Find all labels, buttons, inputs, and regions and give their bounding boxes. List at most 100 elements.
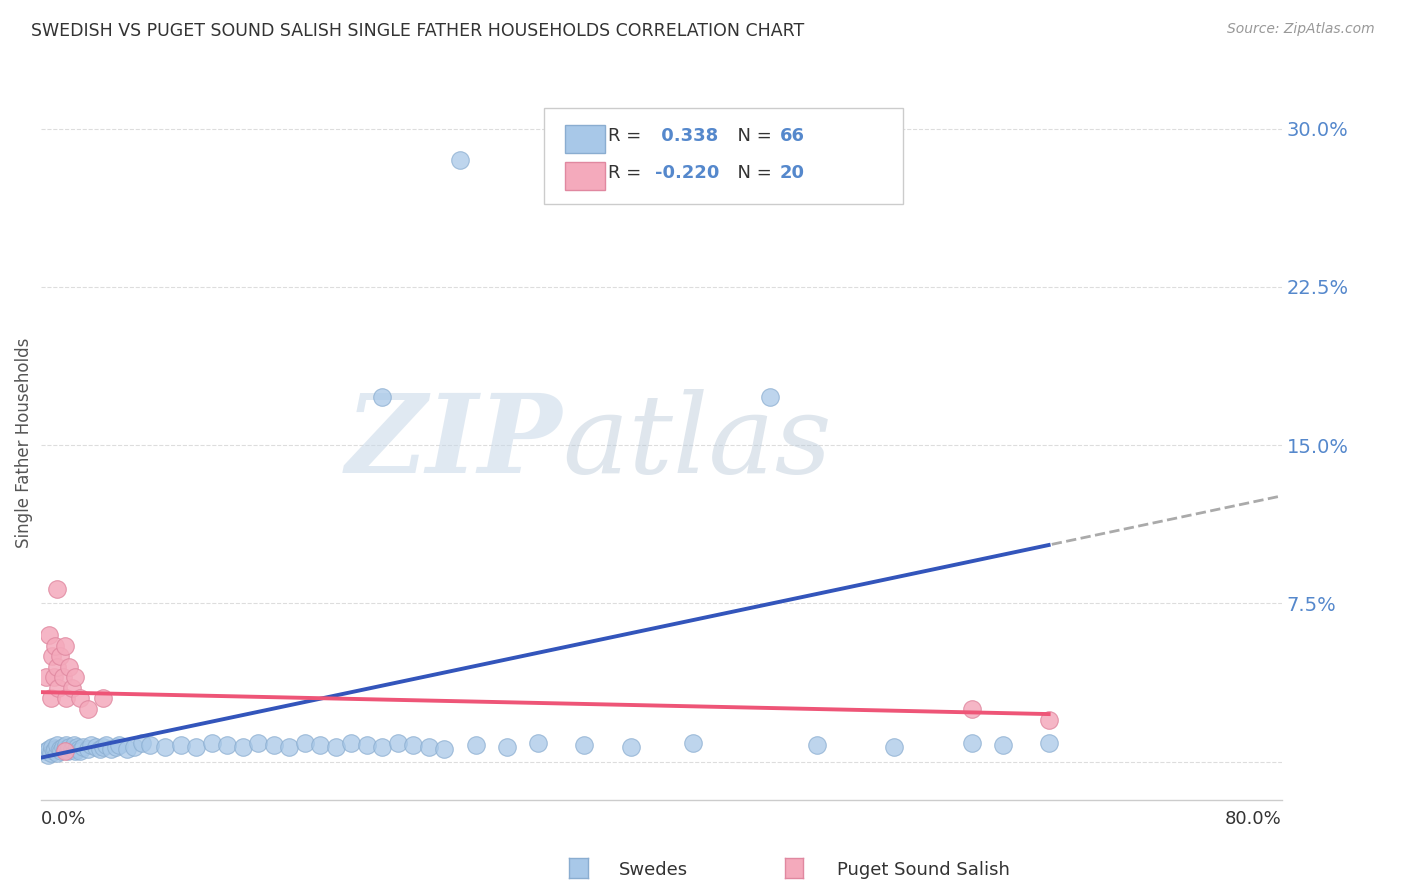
Point: [682, 736, 704, 750]
Point: [89, 742, 111, 756]
Point: [371, 390, 394, 404]
Point: [58, 739, 80, 754]
Point: [572, 738, 595, 752]
Text: R =: R =: [609, 128, 647, 145]
Point: [60, 742, 83, 756]
Point: [45, 582, 67, 596]
Point: [433, 742, 456, 756]
Point: [45, 747, 67, 761]
Point: [263, 738, 285, 752]
Point: [883, 739, 905, 754]
Point: [42, 744, 65, 758]
FancyBboxPatch shape: [565, 162, 605, 190]
Point: [39, 747, 62, 761]
Text: R =: R =: [609, 164, 647, 182]
Point: [44, 742, 66, 756]
Point: [76, 742, 98, 756]
Point: [526, 736, 548, 750]
Point: [325, 739, 347, 754]
Point: [495, 739, 517, 754]
Point: [960, 702, 983, 716]
Point: [186, 739, 208, 754]
Point: [201, 736, 224, 750]
Point: [53, 639, 76, 653]
Point: [41, 649, 63, 664]
Point: [41, 739, 63, 754]
Point: [44, 639, 66, 653]
Point: [104, 739, 127, 754]
Point: [278, 739, 301, 754]
Point: [60, 681, 83, 695]
Text: 0.0%: 0.0%: [41, 810, 87, 829]
Point: [39, 691, 62, 706]
Y-axis label: Single Father Households: Single Father Households: [15, 338, 32, 549]
Point: [42, 670, 65, 684]
Point: [65, 670, 87, 684]
Point: [66, 739, 89, 754]
Point: [1038, 713, 1060, 727]
Point: [387, 736, 409, 750]
Point: [52, 739, 75, 754]
Point: [108, 738, 131, 752]
Point: [76, 702, 98, 716]
Point: [1038, 736, 1060, 750]
Text: N =: N =: [725, 164, 778, 182]
Point: [340, 736, 363, 750]
Text: 0.338: 0.338: [655, 128, 718, 145]
Point: [38, 628, 60, 642]
Text: N =: N =: [725, 128, 778, 145]
Text: SWEDISH VS PUGET SOUND SALISH SINGLE FATHER HOUSEHOLDS CORRELATION CHART: SWEDISH VS PUGET SOUND SALISH SINGLE FAT…: [31, 22, 804, 40]
Text: 80.0%: 80.0%: [1225, 810, 1282, 829]
Point: [418, 739, 440, 754]
Text: Swedes: Swedes: [619, 861, 688, 879]
Text: atlas: atlas: [562, 389, 832, 497]
Point: [155, 739, 177, 754]
Point: [37, 748, 59, 763]
Point: [294, 736, 316, 750]
Point: [53, 744, 76, 758]
Point: [53, 742, 76, 756]
Point: [65, 744, 87, 758]
Text: 66: 66: [779, 128, 804, 145]
Point: [80, 738, 103, 752]
Point: [45, 738, 67, 752]
Point: [35, 744, 58, 758]
Point: [55, 691, 77, 706]
Text: Source: ZipAtlas.com: Source: ZipAtlas.com: [1227, 22, 1375, 37]
Point: [93, 739, 115, 754]
Point: [51, 744, 73, 758]
Point: [449, 153, 471, 168]
Point: [93, 691, 115, 706]
Point: [52, 670, 75, 684]
Point: [72, 739, 94, 754]
Point: [131, 736, 153, 750]
Point: [45, 660, 67, 674]
Point: [55, 738, 77, 752]
Point: [124, 739, 146, 754]
Point: [48, 681, 70, 695]
Point: [49, 649, 72, 664]
Point: [309, 738, 332, 752]
Text: 20: 20: [779, 164, 804, 182]
Point: [402, 738, 425, 752]
Point: [759, 390, 782, 404]
Point: [49, 742, 72, 756]
Point: [247, 736, 270, 750]
Point: [58, 660, 80, 674]
Point: [115, 742, 138, 756]
Text: -0.220: -0.220: [655, 164, 720, 182]
Point: [67, 742, 90, 756]
Point: [56, 744, 79, 758]
Point: [619, 739, 641, 754]
Point: [38, 742, 60, 756]
Point: [35, 670, 58, 684]
Point: [100, 742, 122, 756]
Point: [69, 744, 91, 758]
Point: [371, 739, 394, 754]
Point: [84, 739, 107, 754]
Text: ZIP: ZIP: [346, 389, 562, 497]
Point: [139, 738, 162, 752]
Point: [170, 738, 193, 752]
Point: [63, 738, 86, 752]
Point: [464, 738, 486, 752]
